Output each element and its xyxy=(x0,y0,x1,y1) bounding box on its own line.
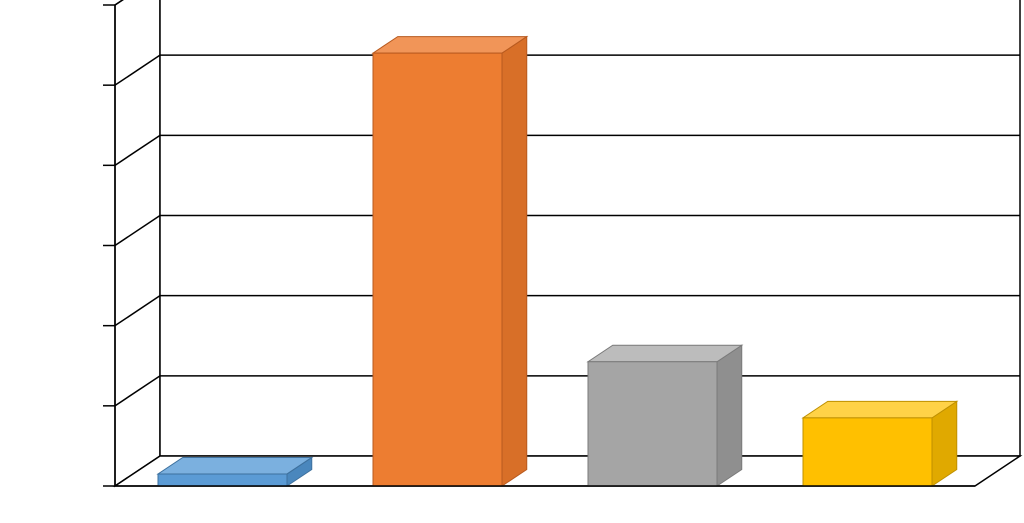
bar xyxy=(803,401,957,486)
bar xyxy=(588,345,742,486)
bar xyxy=(373,37,527,486)
side-wall xyxy=(115,0,160,486)
bar xyxy=(158,457,312,486)
bar-chart-3d xyxy=(0,0,1024,523)
